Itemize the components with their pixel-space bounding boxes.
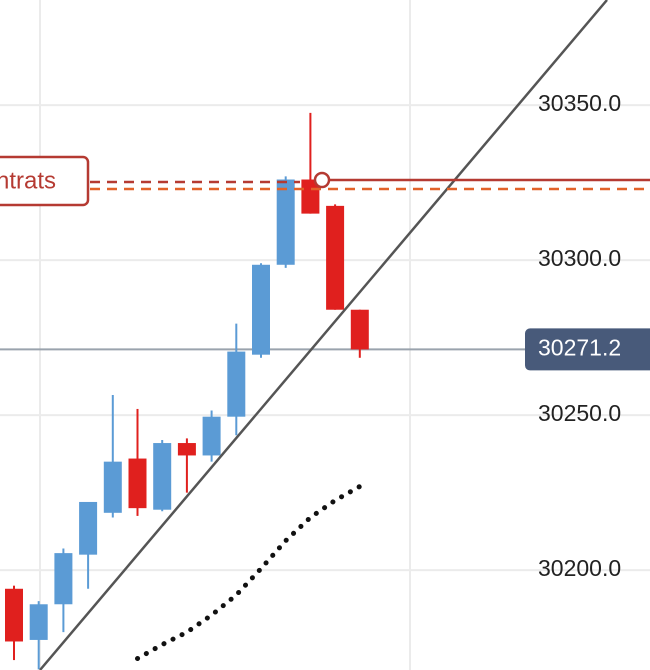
order-handle[interactable] (313, 171, 331, 189)
candle-body (103, 461, 122, 513)
y-tick-label: 30300.0 (538, 245, 621, 271)
y-tick-label: 30350.0 (538, 90, 621, 116)
candle-body (177, 443, 196, 456)
candle-body (5, 588, 23, 642)
trend-line (39, 0, 608, 670)
candle-body (350, 309, 369, 350)
candle-body (252, 264, 270, 355)
candle-body (79, 501, 98, 555)
candle-body (276, 179, 295, 265)
plot (5, 112, 369, 670)
annotation: ntrats (0, 167, 56, 194)
annotation-box[interactable] (0, 155, 90, 207)
grid (0, 104, 650, 572)
y-tick-label: 30250.0 (538, 400, 621, 426)
candle-body (326, 205, 345, 310)
candle-body (29, 604, 48, 640)
candle-body (54, 553, 73, 605)
last-price-box (525, 328, 650, 371)
candle-body (128, 458, 147, 509)
candle-body (227, 351, 246, 417)
candle-body (153, 443, 172, 510)
last-price-label: 30271.2 (538, 334, 621, 360)
moving-average (135, 483, 363, 662)
y-tick-label: 30200.0 (538, 555, 621, 581)
candle-body (202, 416, 221, 456)
price-axis: 30200.0 30250.0 30300.0 30350.0 30271.2 (525, 90, 650, 581)
